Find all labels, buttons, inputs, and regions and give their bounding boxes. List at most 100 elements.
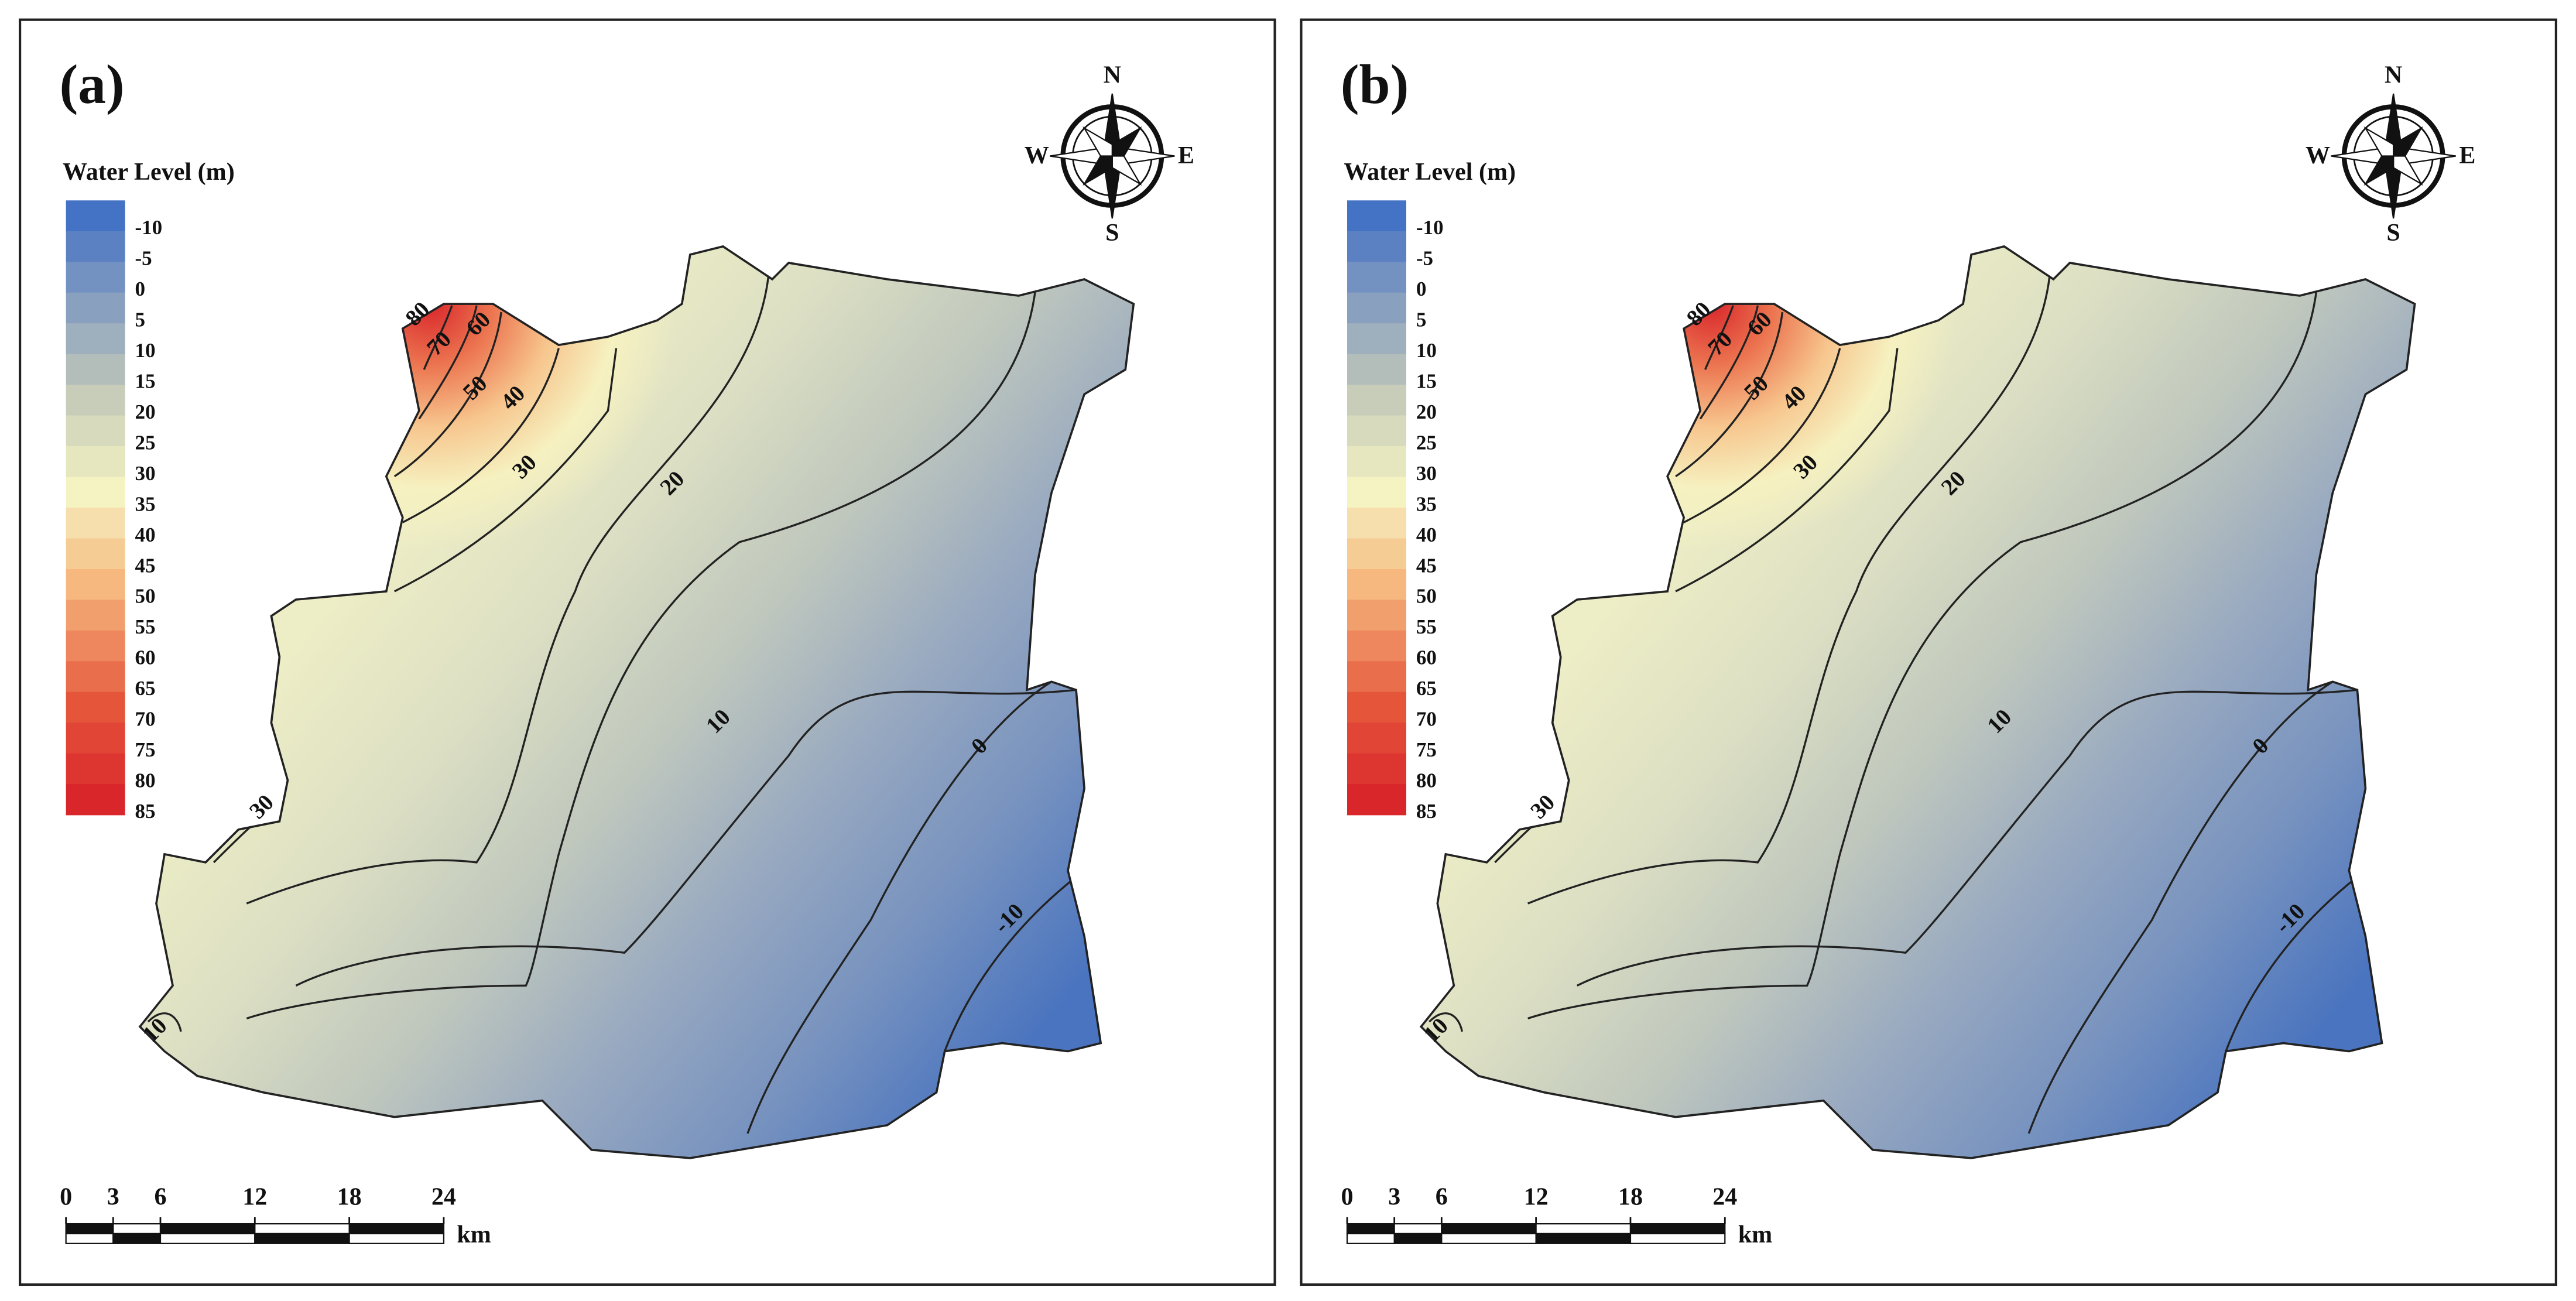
legend-swatch bbox=[1347, 569, 1406, 601]
scale-segment bbox=[1629, 1223, 1726, 1235]
legend-swatch bbox=[66, 661, 125, 693]
legend-swatch bbox=[1347, 691, 1406, 724]
legend-label: 60 bbox=[1416, 646, 1437, 669]
scale-segment bbox=[1393, 1232, 1443, 1244]
panel-label: (a) bbox=[59, 53, 124, 115]
contour-line bbox=[147, 1012, 182, 1032]
legend-swatch bbox=[66, 753, 125, 785]
legend-label: 45 bbox=[1416, 554, 1437, 577]
contour-label: 30 bbox=[1526, 790, 1560, 824]
contour-line bbox=[1429, 1012, 1464, 1032]
panel-frame bbox=[19, 18, 1276, 1286]
legend-swatch bbox=[66, 200, 125, 232]
scale-segment bbox=[65, 1232, 114, 1244]
contour-line bbox=[394, 348, 618, 593]
legend-swatch bbox=[66, 446, 125, 478]
legend-label: 80 bbox=[1416, 769, 1437, 792]
legend-swatch bbox=[66, 723, 125, 754]
legend-label: 35 bbox=[1416, 492, 1437, 515]
legend-title: Water Level (m) bbox=[1344, 159, 1516, 186]
legend-swatch bbox=[1347, 784, 1406, 816]
legend-swatch bbox=[66, 231, 125, 263]
contour-line bbox=[1683, 348, 1841, 523]
map-fill-high bbox=[1421, 246, 2415, 1158]
compass-point bbox=[1083, 126, 1113, 157]
legend-label: 80 bbox=[135, 769, 156, 792]
compass: N S E W bbox=[1025, 62, 1194, 246]
legend-swatch bbox=[66, 415, 125, 447]
scale-segment bbox=[1535, 1232, 1632, 1244]
scale-segment bbox=[1393, 1223, 1443, 1235]
legend-swatch bbox=[66, 538, 125, 570]
contour-line bbox=[1527, 292, 2317, 1020]
scale-segment bbox=[348, 1223, 445, 1235]
legend-swatch bbox=[1347, 292, 1406, 324]
contour-line bbox=[418, 305, 478, 420]
legend-label: -5 bbox=[1416, 247, 1433, 270]
legend-title: Water Level (m) bbox=[63, 159, 235, 186]
scale-segment bbox=[1441, 1232, 1537, 1244]
legend-label: 70 bbox=[1416, 708, 1437, 731]
contour-line bbox=[393, 311, 502, 478]
legend-label: 0 bbox=[135, 278, 146, 300]
legend-swatch bbox=[66, 477, 125, 508]
map bbox=[1421, 246, 2415, 1158]
scale-tick-label: 3 bbox=[1388, 1184, 1400, 1211]
contour-line bbox=[295, 689, 1077, 987]
legend-label: 40 bbox=[135, 523, 156, 546]
scale-segment bbox=[348, 1232, 445, 1244]
contour-line bbox=[1704, 305, 1734, 370]
scale-segment bbox=[254, 1232, 350, 1244]
legend-swatch bbox=[66, 600, 125, 631]
panel-frame bbox=[1300, 18, 2557, 1286]
legend-label: -10 bbox=[135, 216, 163, 239]
legend-swatch bbox=[66, 630, 125, 662]
contour-line bbox=[246, 292, 1036, 1020]
compass-label: S bbox=[2386, 220, 2400, 246]
legend-label: 65 bbox=[1416, 677, 1437, 700]
legend-label: 75 bbox=[135, 738, 156, 761]
legend-swatch bbox=[1347, 600, 1406, 631]
legend-swatch bbox=[1347, 723, 1406, 754]
contour-line bbox=[1675, 348, 1899, 593]
legend-label: 10 bbox=[1416, 339, 1437, 362]
scale-segment bbox=[1441, 1223, 1537, 1235]
legend-label: 55 bbox=[135, 615, 156, 638]
scale-tick-label: 3 bbox=[107, 1184, 119, 1211]
legend-label: 25 bbox=[135, 431, 156, 454]
legend-label: 10 bbox=[135, 339, 156, 362]
scale-segment bbox=[112, 1223, 162, 1235]
legend-swatch bbox=[1347, 507, 1406, 539]
legend-swatch bbox=[1347, 538, 1406, 570]
legend-swatch bbox=[1347, 630, 1406, 662]
contour-line bbox=[2225, 869, 2366, 1052]
legend-swatch bbox=[66, 691, 125, 724]
map bbox=[139, 246, 1134, 1158]
scale-tick-label: 18 bbox=[1618, 1184, 1643, 1211]
legend-label: 20 bbox=[1416, 400, 1437, 423]
scale-segment bbox=[159, 1223, 256, 1235]
legend-label: 70 bbox=[135, 708, 156, 731]
legend-swatch bbox=[1347, 661, 1406, 693]
scale-tick-label: 6 bbox=[154, 1184, 166, 1211]
scale-tick-label: 18 bbox=[337, 1184, 362, 1211]
legend-swatch bbox=[66, 507, 125, 539]
contour-line bbox=[423, 305, 453, 370]
legend-label: 5 bbox=[1416, 309, 1427, 331]
legend-swatch bbox=[1347, 753, 1406, 785]
legend-label: 60 bbox=[135, 646, 156, 669]
contour-line bbox=[1577, 689, 2358, 987]
compass-label: S bbox=[1105, 220, 1119, 246]
compass-label: E bbox=[1178, 142, 1194, 169]
contour-line bbox=[2027, 680, 2334, 1134]
legend-swatch bbox=[66, 569, 125, 601]
legend-label: 20 bbox=[135, 400, 156, 423]
scale-segment bbox=[1346, 1223, 1395, 1235]
legend-swatch bbox=[1347, 477, 1406, 508]
compass: N S E W bbox=[2306, 62, 2475, 246]
legend-label: 35 bbox=[135, 492, 156, 515]
legend-swatch bbox=[1347, 231, 1406, 263]
legend-swatch bbox=[66, 354, 125, 385]
